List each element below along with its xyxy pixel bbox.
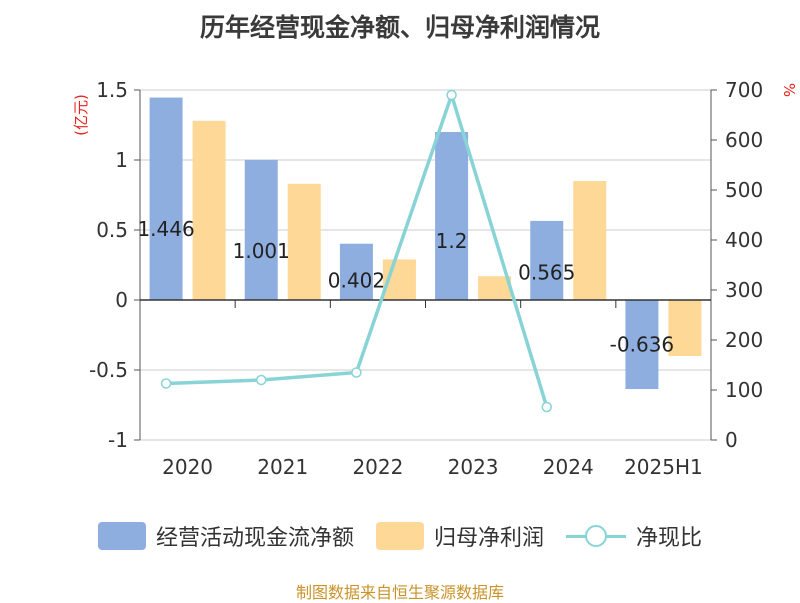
ratio-line-layer (160, 89, 552, 413)
bar-cash-flow (149, 97, 183, 300)
legend-swatch-net-profit (375, 522, 424, 550)
right-axis-tick-label: 600 (725, 128, 763, 152)
data-label-cash-flow: 0.402 (328, 268, 385, 292)
legend-label-cashflow: 经营活动现金流净额 (155, 526, 354, 551)
x-axis-category-label: 2023 (448, 455, 499, 479)
axis-layer: 1.5 1 0.5 0 -0.5 -1 700 600 500 400 300 200 100 0 2020… (89, 78, 763, 479)
legend-item-cashflow[interactable]: 经营活动现金流净额 (97, 520, 354, 552)
right-axis-tick-label: 0 (725, 428, 738, 452)
left-axis-unit: (亿元) (72, 94, 90, 136)
right-axis-tick-label: 200 (725, 328, 763, 352)
legend-item-ratio[interactable]: 净现比 (566, 520, 702, 552)
legend-label-net-profit: 归母净利润 (433, 526, 544, 551)
right-axis-tick-label: 500 (725, 178, 763, 202)
left-axis-tick-label: -1 (108, 428, 128, 452)
right-axis-tick-label: 100 (725, 378, 763, 402)
bar-net-profit (192, 120, 226, 300)
source-footer: 制图数据来自恒生聚源数据库 (295, 583, 504, 602)
data-label-cash-flow: 0.565 (518, 260, 575, 284)
bar-cash-flow (339, 243, 373, 300)
data-label-layer: 1.446 1.001 0.402 1.2 0.565 -0.636 (137, 217, 674, 356)
bar-net-profit (478, 276, 512, 300)
data-label-cash-flow: 1.446 (137, 217, 194, 241)
bar-cash-flow (530, 220, 564, 300)
bar-cash-flow (244, 159, 278, 300)
bar-cash-flow (435, 132, 469, 300)
x-axis-category-label: 2025H1 (624, 455, 703, 479)
bar-net-profit (287, 183, 321, 300)
ratio-point (256, 374, 267, 386)
left-axis-tick-label: 0.5 (96, 218, 128, 242)
bar-cash-flow (625, 300, 659, 390)
legend-item-net-profit[interactable]: 归母净利润 (375, 520, 544, 552)
ratio-point (446, 89, 457, 101)
data-label-cash-flow: 1.2 (436, 229, 468, 253)
right-axis-tick-label: 700 (725, 78, 763, 102)
left-axis-tick-label: 0 (115, 288, 128, 312)
data-label-cash-flow: -0.636 (610, 333, 674, 357)
grid-lines (140, 89, 711, 441)
x-axis-category-label: 2022 (352, 455, 403, 479)
left-axis-tick-label: 1.5 (96, 78, 128, 102)
bar-net-profit (573, 181, 607, 300)
ratio-point (160, 378, 172, 389)
right-axis-tick-label: 400 (725, 228, 763, 252)
bar-layer (149, 97, 702, 390)
data-label-cash-flow: 1.001 (233, 239, 290, 263)
right-axis-unit: % (780, 83, 798, 97)
bar-net-profit (668, 300, 702, 356)
ratio-point (541, 401, 552, 413)
legend-swatch-cashflow (97, 522, 146, 550)
legend-label-ratio: 净现比 (636, 526, 703, 551)
legend-line-marker-icon (566, 522, 626, 550)
left-axis-tick-label: -0.5 (89, 358, 128, 382)
ratio-point (351, 367, 362, 378)
left-axis-tick-label: 1 (115, 148, 128, 172)
chart-title: 历年经营现金净额、归母净利润情况 (199, 13, 600, 42)
chart-canvas: 1.5 1 0.5 0 -0.5 -1 700 600 500 400 300 200 100 0 2020… (72, 78, 798, 479)
right-axis-tick-label: 300 (725, 278, 763, 302)
x-axis-category-label: 2021 (257, 455, 308, 479)
x-axis-category-label: 2024 (543, 455, 594, 479)
legend: 经营活动现金流净额 归母净利润 净现比 (0, 518, 800, 554)
x-axis-category-label: 2020 (162, 455, 213, 479)
